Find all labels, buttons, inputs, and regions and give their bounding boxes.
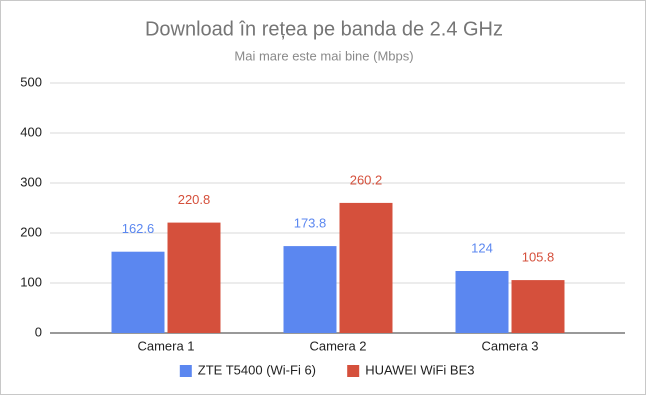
value-label: 162.6 bbox=[122, 221, 155, 236]
value-label: 260.2 bbox=[350, 172, 383, 187]
chart-subtitle: Mai mare este mai bine (Mbps) bbox=[234, 48, 413, 63]
y-tick-label: 100 bbox=[20, 274, 42, 289]
x-tick-label: Camera 2 bbox=[309, 338, 366, 353]
legend-swatch bbox=[347, 365, 360, 377]
legend-label: HUAWEI WiFi BE3 bbox=[365, 362, 474, 377]
y-tick-label: 200 bbox=[20, 224, 42, 239]
bar bbox=[167, 222, 221, 333]
bar bbox=[339, 202, 393, 333]
y-tick-label: 0 bbox=[35, 324, 42, 339]
bar bbox=[511, 280, 565, 333]
y-tick-label: 300 bbox=[20, 174, 42, 189]
value-label: 105.8 bbox=[522, 250, 555, 265]
value-label: 220.8 bbox=[178, 192, 211, 207]
legend-label: ZTE T5400 (Wi-Fi 6) bbox=[198, 362, 316, 377]
y-tick-label: 500 bbox=[20, 74, 42, 89]
legend-swatch bbox=[179, 365, 192, 377]
bar bbox=[455, 271, 509, 333]
x-tick-label: Camera 3 bbox=[481, 338, 538, 353]
bar bbox=[111, 251, 165, 333]
chart-title: Download în rețea pe banda de 2.4 GHz bbox=[145, 18, 503, 40]
value-label: 173.8 bbox=[294, 216, 327, 231]
x-tick-label: Camera 1 bbox=[137, 338, 194, 353]
value-label: 124 bbox=[471, 240, 493, 255]
y-tick-label: 400 bbox=[20, 124, 42, 139]
bar bbox=[283, 246, 337, 333]
